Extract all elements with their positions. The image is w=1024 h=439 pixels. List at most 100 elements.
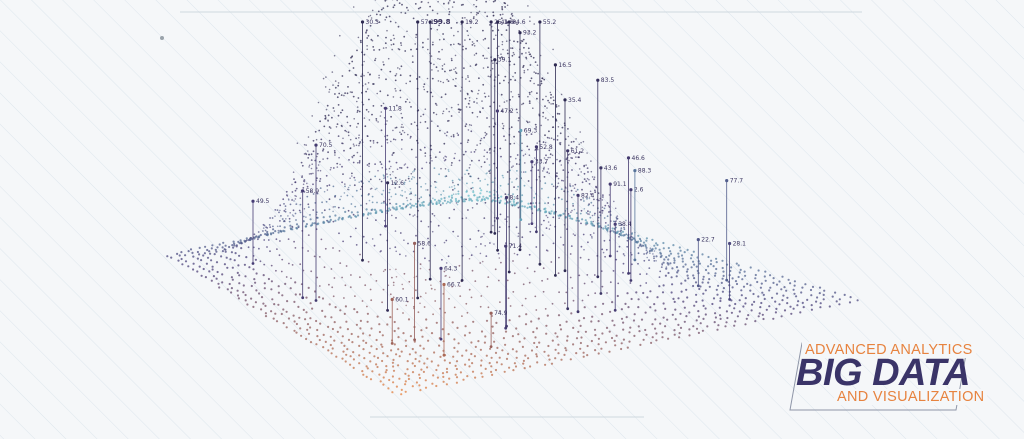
data-point (340, 195, 342, 198)
data-point (503, 135, 505, 138)
data-point (366, 320, 369, 323)
pin-label: 25.1 (494, 19, 508, 26)
data-point (510, 126, 513, 129)
data-point (264, 315, 268, 318)
data-point (406, 199, 409, 202)
data-point (356, 111, 359, 113)
data-point (702, 275, 705, 278)
data-point (295, 187, 298, 190)
data-point (474, 345, 477, 348)
data-point (510, 47, 512, 49)
data-point (760, 282, 763, 285)
data-point (570, 189, 573, 192)
data-point (562, 180, 565, 182)
data-point (454, 364, 457, 367)
data-point (399, 96, 402, 99)
data-point (331, 71, 334, 73)
data-point (298, 316, 301, 319)
data-point (269, 217, 271, 219)
data-point (319, 178, 322, 180)
data-point (525, 42, 527, 45)
data-point (322, 333, 325, 336)
data-point (395, 73, 398, 75)
data-point (369, 139, 372, 142)
data-point (474, 64, 477, 67)
data-point (391, 154, 394, 156)
data-point (637, 246, 640, 249)
data-point (367, 34, 370, 37)
data-point (662, 247, 665, 250)
data-point (325, 200, 328, 203)
data-point (331, 327, 334, 331)
data-point (239, 239, 242, 242)
data-point (480, 137, 483, 140)
data-point (499, 310, 501, 312)
data-point (727, 280, 730, 283)
data-point (430, 360, 433, 363)
data-point (309, 341, 313, 344)
data-point (293, 329, 296, 332)
data-point (586, 177, 589, 180)
data-point (455, 199, 458, 203)
data-point (550, 210, 553, 213)
data-point (523, 184, 526, 187)
data-point (543, 157, 546, 159)
data-point (379, 90, 382, 93)
data-point (504, 75, 507, 78)
data-point (856, 299, 859, 302)
data-point (526, 120, 528, 122)
data-point (484, 178, 486, 181)
data-point (316, 177, 318, 180)
data-point (320, 138, 323, 141)
data-point (419, 204, 422, 207)
data-point (460, 142, 462, 145)
data-point (370, 327, 373, 330)
data-point (400, 207, 403, 210)
data-point (470, 254, 473, 257)
data-point (437, 70, 439, 72)
data-point (485, 172, 488, 175)
data-point (312, 183, 314, 186)
data-point (529, 93, 531, 96)
data-point (754, 320, 757, 323)
data-point (471, 370, 475, 373)
data-point (601, 285, 604, 288)
data-point (231, 266, 234, 269)
data-point (497, 252, 500, 255)
data-point (780, 315, 783, 318)
data-point (721, 266, 724, 270)
data-point (615, 216, 618, 219)
data-point (501, 122, 504, 125)
data-point (546, 314, 549, 317)
data-point (503, 79, 505, 82)
data-point (712, 297, 716, 300)
data-point (445, 108, 448, 110)
data-point (615, 334, 618, 337)
pin-label: 74.9 (494, 310, 508, 317)
data-point (388, 15, 391, 18)
pin-label: 91.1 (613, 181, 627, 188)
data-point (432, 374, 435, 377)
data-point (262, 302, 265, 305)
data-point (581, 299, 584, 302)
data-point (782, 294, 785, 297)
data-point (549, 91, 552, 94)
data-point (483, 198, 486, 201)
data-point (502, 127, 505, 130)
data-point (443, 359, 446, 362)
data-point (452, 355, 455, 358)
data-point (579, 256, 582, 259)
data-point (448, 297, 450, 300)
data-point (376, 201, 378, 204)
data-point (456, 21, 458, 24)
data-point (383, 117, 386, 119)
data-point (443, 270, 446, 273)
data-point (571, 217, 574, 220)
data-point (601, 248, 604, 251)
data-point (216, 246, 219, 249)
data-point (309, 317, 312, 320)
data-point (221, 250, 224, 253)
data-point (342, 142, 344, 145)
pin-label: 39.1 (498, 57, 512, 64)
data-point (671, 267, 674, 270)
